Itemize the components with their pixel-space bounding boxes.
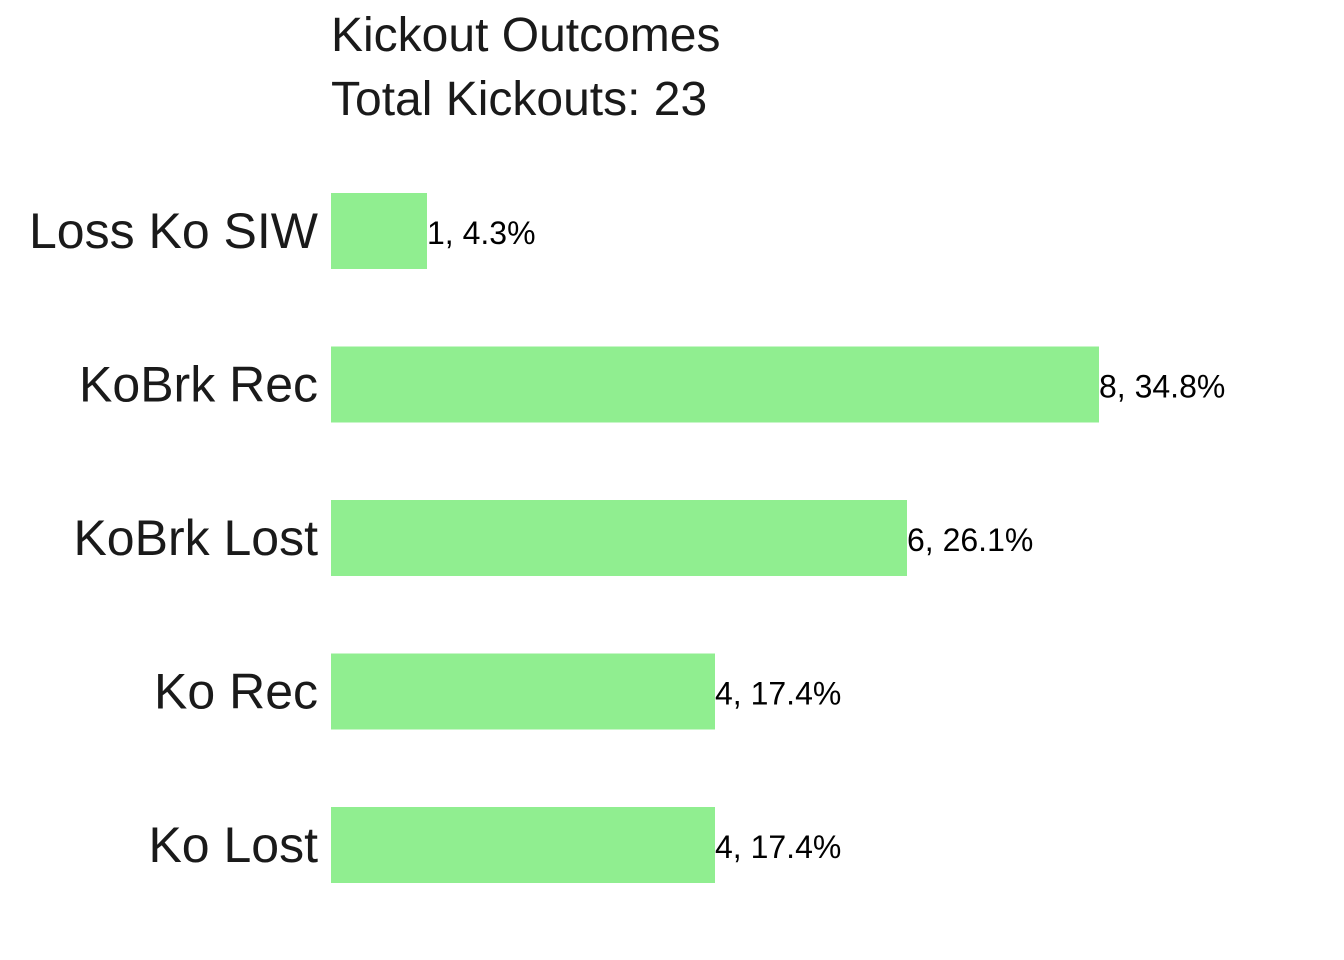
category-label: KoBrk Lost <box>73 510 318 566</box>
data-label: 8, 34.8% <box>1099 369 1225 405</box>
category-label: KoBrk Rec <box>79 357 318 413</box>
bar-3 <box>331 653 715 730</box>
chart-title: Kickout Outcomes <box>331 9 721 62</box>
data-label: 4, 17.4% <box>715 676 841 712</box>
category-label: Ko Rec <box>154 664 318 720</box>
category-label: Ko Lost <box>148 817 318 873</box>
data-label: 1, 4.3% <box>427 215 536 251</box>
data-label: 4, 17.4% <box>715 829 841 865</box>
bar-0 <box>331 193 427 269</box>
chart-subtitle: Total Kickouts: 23 <box>331 73 708 126</box>
bar-2 <box>331 500 907 576</box>
data-label: 6, 26.1% <box>907 522 1033 558</box>
bar-1 <box>331 346 1099 423</box>
bar-4 <box>331 807 715 883</box>
category-label: Loss Ko SIW <box>29 203 319 259</box>
